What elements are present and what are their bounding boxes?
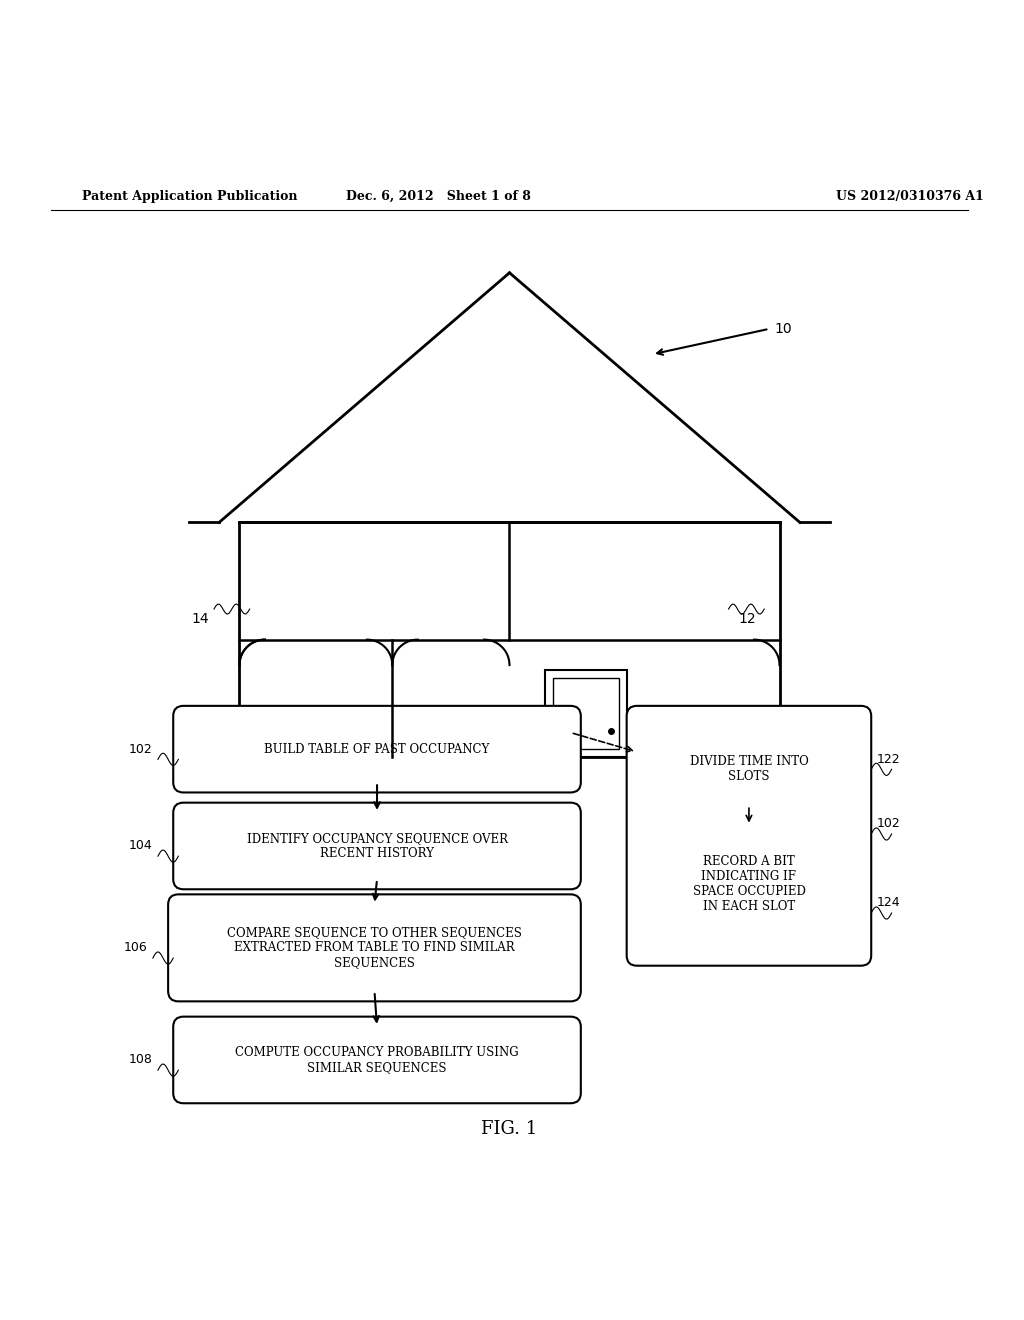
Text: 14: 14: [191, 612, 209, 626]
Bar: [545, 671, 627, 756]
Text: COMPARE SEQUENCE TO OTHER SEQUENCES
EXTRACTED FROM TABLE TO FIND SIMILAR
SEQUENC: COMPARE SEQUENCE TO OTHER SEQUENCES EXTR…: [227, 927, 522, 969]
Text: IDENTIFY OCCUPANCY SEQUENCE OVER
RECENT HISTORY: IDENTIFY OCCUPANCY SEQUENCE OVER RECENT …: [247, 832, 508, 859]
FancyBboxPatch shape: [173, 1016, 581, 1104]
Text: 104: 104: [129, 840, 153, 853]
Text: Dec. 6, 2012   Sheet 1 of 8: Dec. 6, 2012 Sheet 1 of 8: [346, 190, 530, 203]
Text: US 2012/0310376 A1: US 2012/0310376 A1: [836, 190, 983, 203]
Text: 124: 124: [877, 896, 900, 909]
Text: 10: 10: [774, 322, 792, 335]
Text: 12: 12: [738, 612, 757, 626]
Text: 122: 122: [877, 752, 900, 766]
Text: FIG. 1: FIG. 1: [481, 1119, 538, 1138]
Text: 106: 106: [124, 941, 147, 954]
Text: 108: 108: [129, 1053, 153, 1067]
Bar: [553, 678, 618, 748]
FancyBboxPatch shape: [173, 706, 581, 792]
Text: Patent Application Publication: Patent Application Publication: [82, 190, 297, 203]
Text: RECORD A BIT
INDICATING IF
SPACE OCCUPIED
IN EACH SLOT: RECORD A BIT INDICATING IF SPACE OCCUPIE…: [692, 854, 806, 912]
Text: 102: 102: [877, 817, 900, 830]
Text: COMPUTE OCCUPANCY PROBABILITY USING
SIMILAR SEQUENCES: COMPUTE OCCUPANCY PROBABILITY USING SIMI…: [236, 1045, 519, 1074]
FancyBboxPatch shape: [173, 803, 581, 890]
FancyBboxPatch shape: [627, 706, 871, 966]
Text: DIVIDE TIME INTO
SLOTS: DIVIDE TIME INTO SLOTS: [689, 755, 808, 783]
Text: 102: 102: [129, 743, 153, 755]
Bar: [240, 523, 779, 756]
FancyBboxPatch shape: [168, 895, 581, 1002]
Text: BUILD TABLE OF PAST OCCUPANCY: BUILD TABLE OF PAST OCCUPANCY: [264, 743, 489, 755]
